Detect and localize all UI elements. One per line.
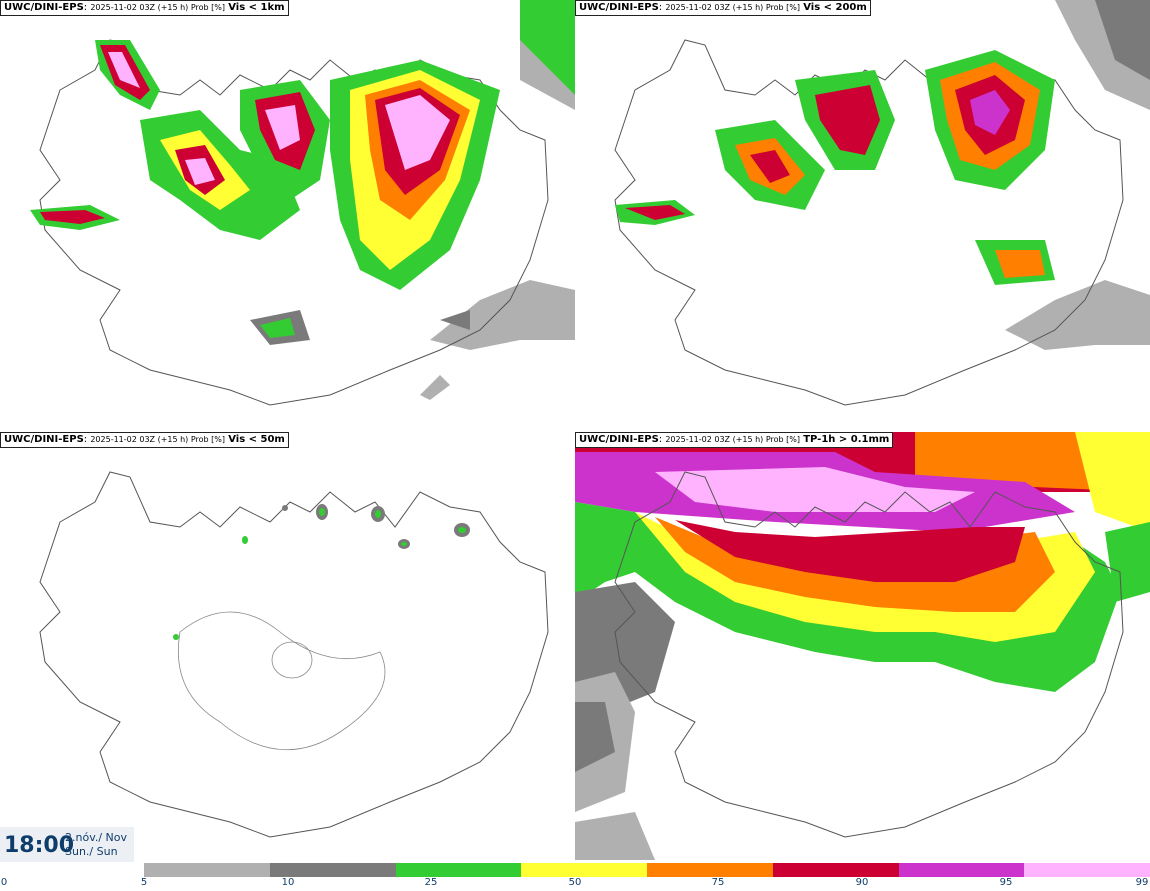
- tick-label: 99: [1135, 877, 1149, 888]
- map-canvas: [30, 0, 575, 406]
- legend-swatch: [144, 863, 270, 877]
- panel-title: UWC/DINI-EPS: 2025-11-02 03Z (+15 h) Pro…: [0, 432, 289, 448]
- legend-swatch: [521, 863, 647, 877]
- legend-swatch: [269, 863, 396, 877]
- tick-label: 0: [0, 877, 8, 888]
- map-panel-tp-1h: UWC/DINI-EPS: 2025-11-02 03Z (+15 h) Pro…: [575, 432, 1150, 860]
- legend-swatch: [772, 863, 899, 877]
- panel-title: UWC/DINI-EPS: 2025-11-02 03Z (+15 h) Pro…: [575, 0, 871, 16]
- tick-label: 95: [999, 877, 1013, 888]
- map-panel-vis-1km: UWC/DINI-EPS: 2025-11-02 03Z (+15 h) Pro…: [0, 0, 575, 415]
- valid-date: 2.nóv./ Nov Sun./ Sun: [65, 831, 128, 858]
- legend-swatch: [647, 863, 773, 877]
- tick-label: 90: [855, 877, 869, 888]
- probability-colorbar: [144, 863, 1150, 877]
- colorbar-ticks: 0 5 10 25 50 75 90 95 99: [0, 877, 1150, 891]
- tick-label: 50: [568, 877, 582, 888]
- valid-time-box: 18:00 2.nóv./ Nov Sun./ Sun: [0, 827, 134, 862]
- tick-label: 25: [424, 877, 438, 888]
- panel-title: UWC/DINI-EPS: 2025-11-02 03Z (+15 h) Pro…: [0, 0, 289, 16]
- tick-label: 5: [140, 877, 148, 888]
- map-canvas: [39, 471, 549, 838]
- legend-swatch: [898, 863, 1025, 877]
- legend-swatch: [1024, 863, 1150, 877]
- tick-label: 75: [711, 877, 725, 888]
- legend-swatch: [395, 863, 522, 877]
- map-panel-vis-200m: UWC/DINI-EPS: 2025-11-02 03Z (+15 h) Pro…: [575, 0, 1150, 415]
- tick-label: 10: [281, 877, 295, 888]
- valid-time: 18:00: [4, 833, 75, 858]
- panel-title: UWC/DINI-EPS: 2025-11-02 03Z (+15 h) Pro…: [575, 432, 894, 448]
- map-panel-vis-50m: UWC/DINI-EPS: 2025-11-02 03Z (+15 h) Pro…: [0, 432, 575, 860]
- map-canvas: [575, 432, 1150, 860]
- map-canvas: [614, 0, 1150, 406]
